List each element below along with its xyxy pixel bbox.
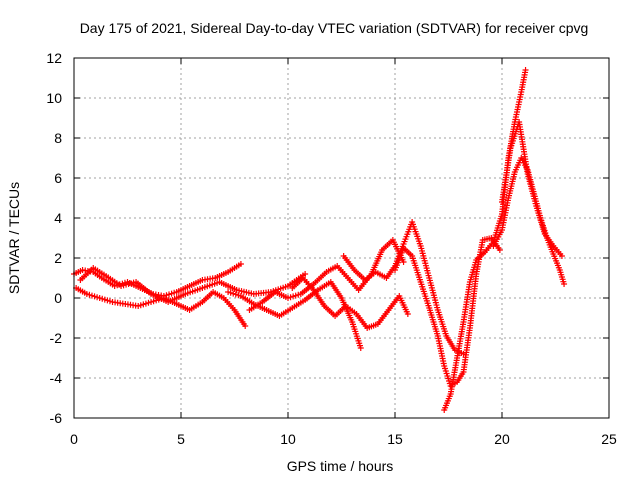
x-tick-label: 10 — [280, 431, 296, 447]
x-tick-label: 25 — [601, 431, 617, 447]
data-point — [237, 261, 244, 267]
data-point — [522, 67, 529, 73]
series-layer — [71, 67, 568, 413]
y-tick-label: -2 — [50, 330, 63, 346]
x-tick-label: 15 — [387, 431, 403, 447]
plot-frame — [73, 57, 610, 419]
y-tick-label: 2 — [54, 250, 62, 266]
series-sat-f — [289, 275, 411, 331]
data-point — [302, 271, 309, 277]
y-tick-label: 8 — [54, 130, 62, 146]
x-axis-label: GPS time / hours — [287, 458, 394, 474]
chart-title: Day 175 of 2021, Sidereal Day-to-day VTE… — [80, 20, 589, 36]
data-point — [496, 247, 503, 253]
data-point — [558, 253, 565, 259]
data-point — [357, 345, 364, 351]
series-sat-b — [73, 285, 249, 329]
data-point — [242, 323, 249, 329]
y-axis-label: SDTVAR / TECUs — [6, 182, 22, 294]
y-tick-label: 6 — [54, 170, 62, 186]
series-sat-i — [441, 67, 529, 413]
data-point — [400, 259, 407, 265]
y-tick-label: -4 — [50, 370, 63, 386]
y-tick-label: 4 — [54, 210, 62, 226]
y-tick-label: 12 — [46, 50, 62, 66]
x-tick-label: 5 — [177, 431, 185, 447]
data-point — [404, 311, 411, 317]
series-sat-k — [499, 119, 565, 259]
data-point — [561, 281, 568, 287]
y-tick-label: 10 — [46, 90, 62, 106]
x-tick-label: 0 — [70, 431, 78, 447]
y-tick-label: 0 — [54, 290, 62, 306]
series-sat-c — [77, 265, 309, 305]
y-tick-label: -6 — [50, 410, 63, 426]
series-line-sat-a — [73, 263, 242, 297]
x-tick-label: 20 — [494, 431, 510, 447]
grid — [74, 58, 609, 418]
